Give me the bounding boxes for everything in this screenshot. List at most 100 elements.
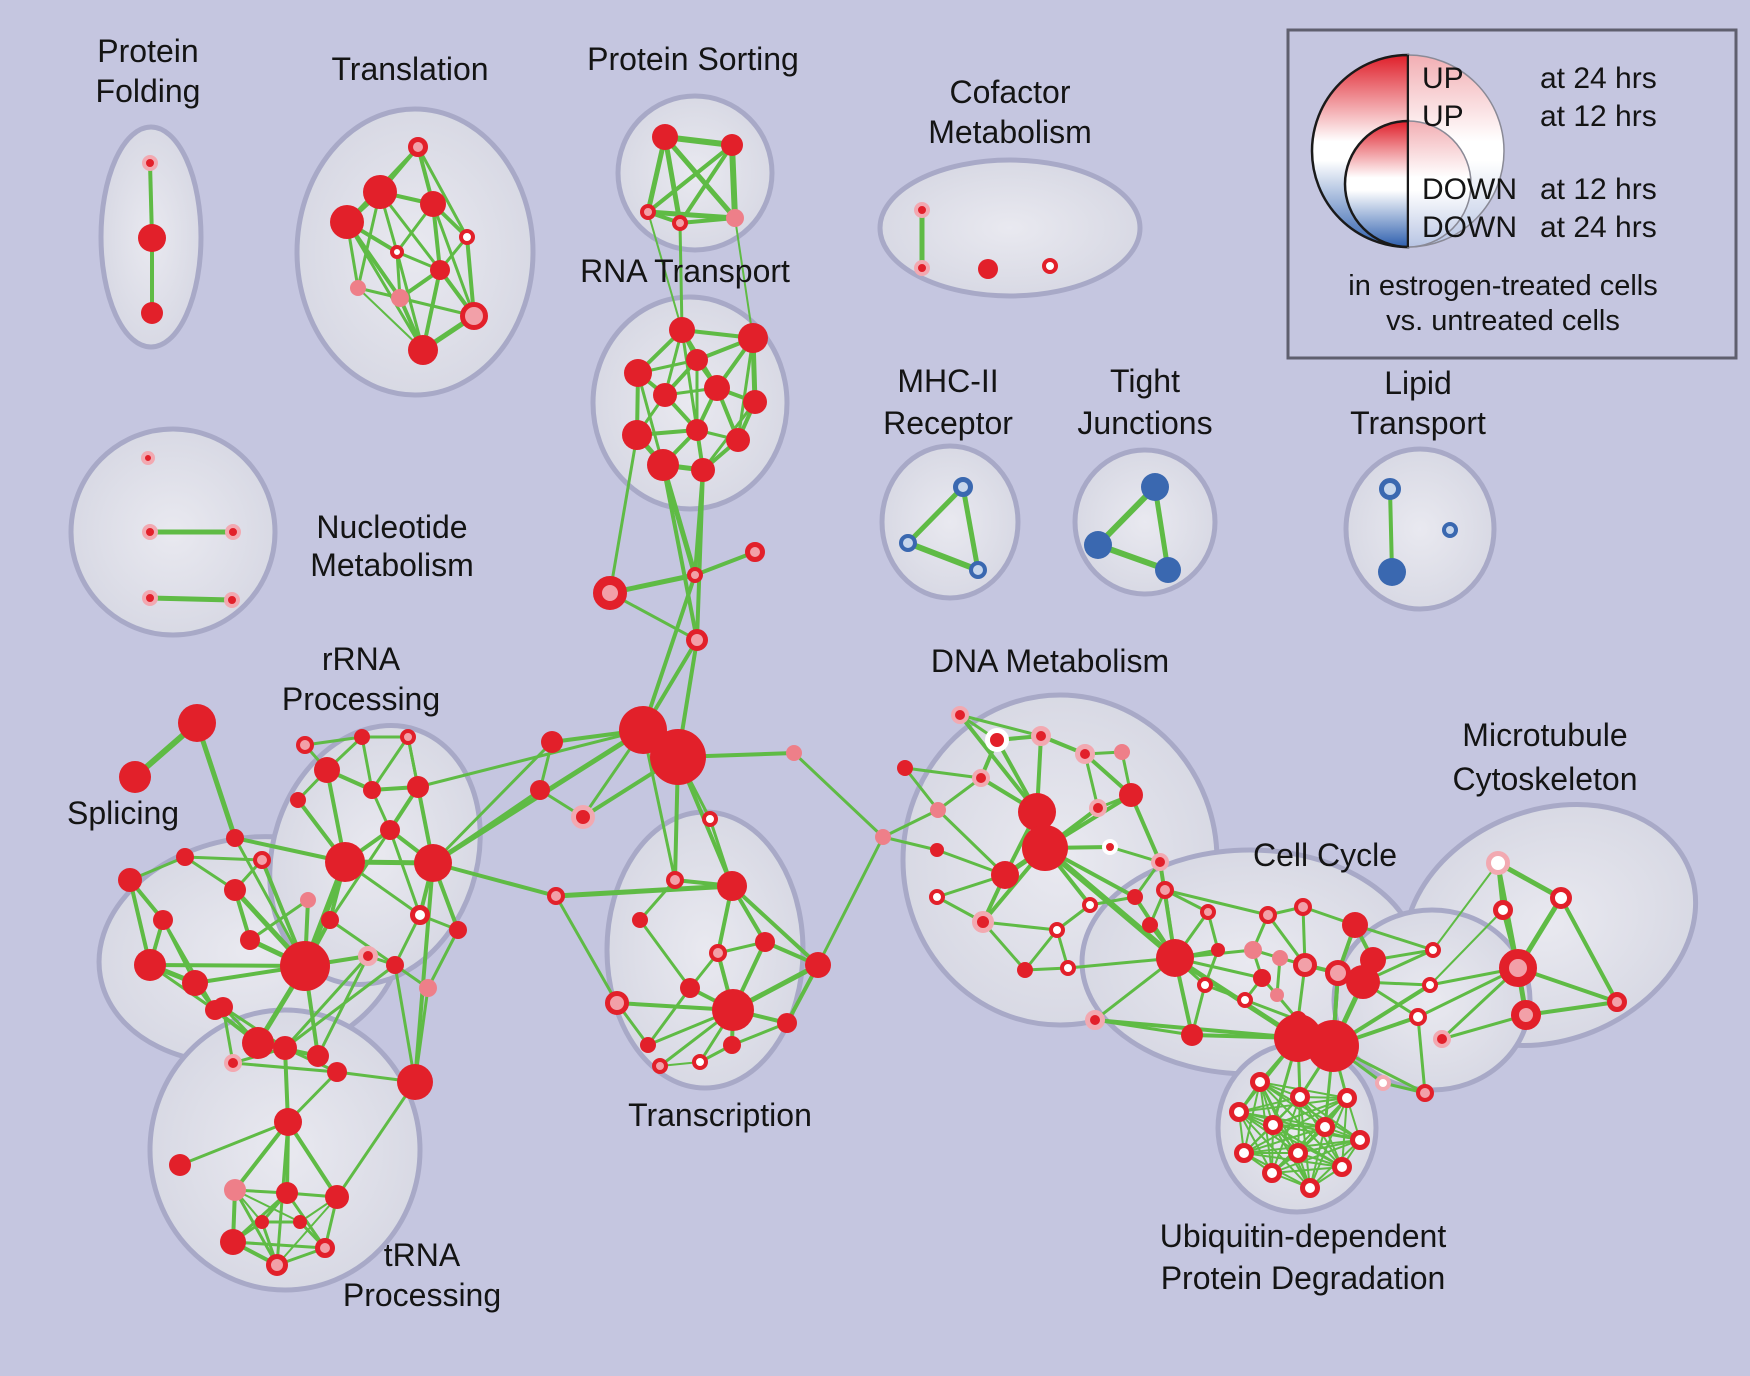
node — [350, 280, 366, 296]
node — [1084, 531, 1112, 559]
edge — [695, 468, 705, 642]
node — [266, 1254, 288, 1276]
node — [449, 921, 467, 939]
node — [1244, 941, 1262, 959]
node — [647, 449, 679, 481]
node — [408, 335, 438, 365]
node — [386, 956, 404, 974]
edge — [283, 963, 397, 1050]
node — [1607, 992, 1627, 1012]
node — [220, 1229, 246, 1255]
edge — [646, 143, 734, 214]
node — [315, 1238, 335, 1258]
cluster-ellipse-lipid-transport — [1343, 446, 1497, 612]
node — [624, 359, 652, 387]
node — [1350, 1130, 1370, 1150]
legend-footer-line: in estrogen-treated cells — [1348, 270, 1658, 302]
edge — [416, 728, 645, 789]
edge — [234, 1189, 301, 1223]
node — [914, 202, 930, 218]
edge — [194, 720, 238, 841]
cluster-label-cofactor-metabolism: Cofactor — [950, 74, 1071, 110]
node — [407, 776, 429, 798]
node — [1288, 1143, 1308, 1163]
node — [1102, 839, 1118, 855]
node — [622, 420, 652, 450]
node — [224, 1054, 242, 1072]
node — [530, 780, 550, 800]
cluster-label-trna-processing: tRNA — [384, 1237, 461, 1273]
edge — [183, 855, 264, 862]
edge — [147, 595, 235, 603]
node — [692, 1054, 708, 1070]
node — [691, 458, 715, 482]
node — [738, 323, 768, 353]
edge — [1432, 862, 1499, 951]
cluster-label-ubiquitin-degradation: Protein Degradation — [1161, 1260, 1446, 1296]
edge — [662, 134, 683, 226]
node — [1229, 1102, 1249, 1122]
node — [307, 1045, 329, 1067]
edge — [431, 861, 558, 898]
node — [1141, 473, 1169, 501]
edge — [792, 751, 885, 839]
edge — [641, 573, 697, 732]
node — [459, 229, 475, 245]
legend-direction-label: UP — [1422, 62, 1464, 95]
node — [1017, 962, 1033, 978]
edge — [734, 217, 754, 339]
node — [460, 302, 488, 330]
edge — [554, 894, 619, 1005]
node — [547, 887, 565, 905]
edge — [960, 484, 981, 573]
edge — [608, 433, 639, 595]
network-nodes — [118, 124, 1627, 1276]
node — [930, 802, 946, 818]
cluster-label-tight-junctions: Junctions — [1077, 405, 1212, 441]
cluster-label-microtubule-cytoskeleton: Microtubule — [1462, 717, 1627, 753]
node — [969, 561, 987, 579]
edge — [328, 918, 397, 967]
edge — [231, 1061, 339, 1074]
node — [134, 949, 166, 981]
node — [1197, 977, 1213, 993]
edge — [680, 328, 699, 432]
legend: UP at 24 hrs UP at 12 hrs DOWN at 12 hrs DOWN a… — [1286, 28, 1738, 360]
node — [930, 843, 944, 857]
edge — [905, 540, 981, 573]
node — [138, 224, 166, 252]
edge — [1299, 1096, 1311, 1189]
edge — [221, 1005, 287, 1050]
node — [985, 728, 1009, 752]
node — [1119, 783, 1143, 807]
edge — [345, 220, 425, 352]
node — [726, 428, 750, 452]
node — [717, 871, 747, 901]
node — [1075, 744, 1095, 764]
node — [702, 811, 718, 827]
node — [1114, 744, 1130, 760]
cluster-label-microtubule-cytoskeleton: Cytoskeleton — [1453, 761, 1638, 797]
edge — [1297, 1139, 1361, 1154]
node — [605, 991, 629, 1015]
edge — [1042, 845, 1178, 961]
cluster-label-nucleotide-metabolism: Nucleotide — [316, 509, 467, 545]
node — [1155, 557, 1181, 583]
node — [929, 889, 945, 905]
node — [1018, 793, 1056, 831]
node — [1022, 825, 1068, 871]
node — [686, 349, 708, 371]
node — [632, 912, 648, 928]
cluster-label-mhc-ii-receptor: Receptor — [883, 405, 1013, 441]
node — [119, 761, 151, 793]
node — [571, 805, 595, 829]
node — [1181, 1024, 1203, 1046]
node — [410, 905, 430, 925]
node — [1346, 965, 1380, 999]
node — [325, 1185, 349, 1209]
edge — [958, 713, 1043, 738]
node — [899, 534, 917, 552]
cluster-label-protein-sorting: Protein Sorting — [587, 41, 799, 77]
edge — [881, 835, 939, 852]
node — [225, 524, 241, 540]
